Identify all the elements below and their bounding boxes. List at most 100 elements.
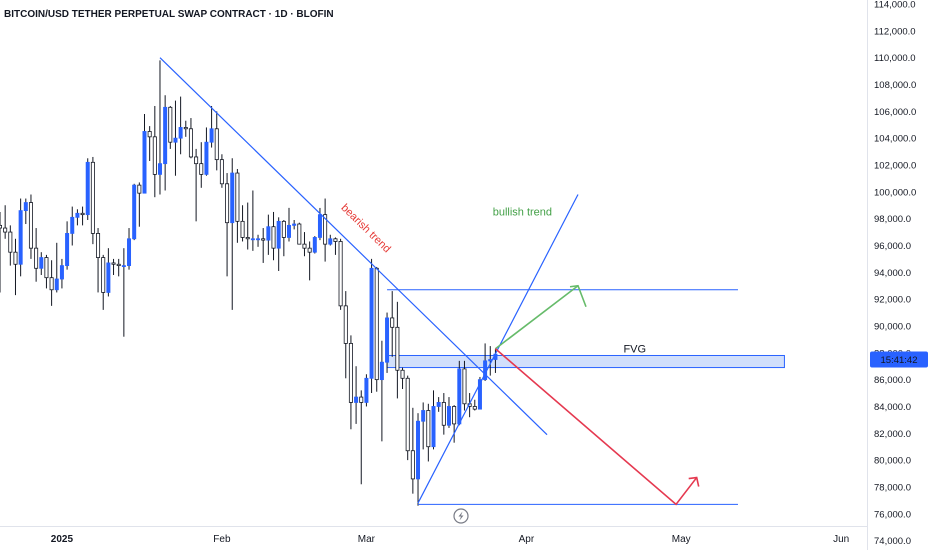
- candle: [3, 205, 8, 239]
- candle: [374, 266, 379, 392]
- candle: [168, 105, 173, 149]
- candle-body-down: [281, 220, 286, 238]
- candle: [34, 228, 39, 282]
- candle: [348, 335, 353, 430]
- candle: [23, 198, 28, 225]
- candle: [312, 236, 317, 254]
- y-tick-label: 100,000.0: [874, 187, 916, 198]
- candle-body-down: [359, 396, 364, 403]
- price-badge: 15:41:42: [870, 351, 928, 368]
- candle: [302, 232, 307, 257]
- y-tick-label: 112,000.0: [874, 26, 916, 37]
- candle-body-down: [152, 136, 157, 175]
- candle: [245, 202, 250, 250]
- candle-body-down: [390, 317, 395, 328]
- candle: [235, 169, 240, 243]
- candle-body-down: [271, 226, 276, 249]
- bullish-trend-label: bullish trend: [493, 207, 552, 219]
- y-tick-label: 90,000.0: [874, 321, 911, 332]
- lightning-icon[interactable]: [453, 508, 469, 524]
- candle-body-down: [116, 263, 121, 267]
- candle-body-up: [163, 106, 168, 165]
- candle-body-down: [44, 257, 49, 279]
- drawings[interactable]: [159, 57, 738, 506]
- y-tick-label: 110,000.0: [874, 53, 916, 64]
- candle-body-down: [297, 223, 302, 245]
- candle: [121, 248, 126, 337]
- candle: [297, 222, 302, 245]
- green-arrow-head: [569, 284, 587, 308]
- candle: [44, 254, 49, 289]
- red-arrow-head: [688, 476, 700, 487]
- candle-body-down: [307, 247, 312, 253]
- candle-body-up: [85, 161, 90, 216]
- candle: [199, 142, 204, 188]
- candle: [225, 173, 230, 277]
- candle: [0, 211, 2, 293]
- candle: [173, 100, 178, 176]
- candle-body-down: [28, 202, 33, 249]
- candle: [457, 360, 462, 426]
- fvg-label: FVG: [623, 343, 646, 355]
- candle-body-up: [106, 262, 111, 293]
- candle: [354, 366, 359, 424]
- candle-body-down: [225, 183, 230, 224]
- candle: [256, 234, 261, 247]
- candle: [111, 258, 116, 275]
- candle-body-down: [0, 224, 2, 229]
- candle: [369, 258, 374, 394]
- green-arrow-shaft: [494, 285, 579, 350]
- candle-body-down: [374, 267, 379, 381]
- candle-body-up: [59, 265, 64, 280]
- price-axis[interactable]: 74,000.0 76,000.0 78,000.0 80,000.0 82,000.0…: [874, 0, 916, 547]
- candle: [80, 206, 85, 226]
- candle: [323, 198, 328, 262]
- candle: [441, 393, 446, 435]
- y-tick-label: 80,000.0: [874, 456, 911, 467]
- candle: [127, 228, 132, 270]
- candle-body-up: [369, 267, 374, 379]
- candle-body-down: [395, 326, 400, 371]
- y-tick-label: 106,000.0: [874, 107, 916, 118]
- y-tick-label: 104,000.0: [874, 134, 916, 145]
- candle: [307, 241, 312, 281]
- candle-body-up: [457, 368, 462, 425]
- y-tick-label: 76,000.0: [874, 509, 911, 520]
- candle: [90, 156, 95, 245]
- time-axis[interactable]: 2025 Feb Mar Apr May Jun: [51, 534, 849, 545]
- x-tick-label: Apr: [519, 534, 535, 545]
- candle-body-up: [276, 220, 281, 249]
- candle-body-up: [385, 317, 390, 363]
- candle-body-down: [214, 128, 219, 161]
- candle: [147, 126, 152, 161]
- candle-body-up: [121, 265, 126, 268]
- fvg-zone[interactable]: [386, 354, 785, 369]
- candle: [328, 234, 333, 246]
- candle-body-up: [256, 238, 261, 241]
- candle-body-up: [250, 238, 255, 241]
- candle: [101, 254, 106, 310]
- candle-body-down: [441, 402, 446, 426]
- candle: [96, 228, 101, 293]
- candle: [416, 413, 421, 506]
- candle: [85, 158, 90, 220]
- y-tick-label: 86,000.0: [874, 375, 911, 386]
- candle-body-down: [8, 231, 13, 253]
- candle-body-up: [317, 214, 322, 238]
- candle: [364, 374, 369, 407]
- candle-body-up: [132, 184, 137, 240]
- candle: [333, 237, 338, 255]
- candle: [142, 114, 147, 194]
- candle: [183, 120, 188, 137]
- candle: [390, 291, 395, 357]
- candle: [240, 205, 245, 242]
- y-tick-label: 84,000.0: [874, 402, 911, 413]
- chart-title: BITCOIN/USD TETHER PERPETUAL SWAP CONTRA…: [4, 9, 334, 20]
- candle: [379, 340, 384, 442]
- candle-body-down: [240, 220, 245, 238]
- candle-body-up: [416, 420, 421, 480]
- candle-body-up: [204, 141, 209, 175]
- candle-body-down: [348, 343, 353, 403]
